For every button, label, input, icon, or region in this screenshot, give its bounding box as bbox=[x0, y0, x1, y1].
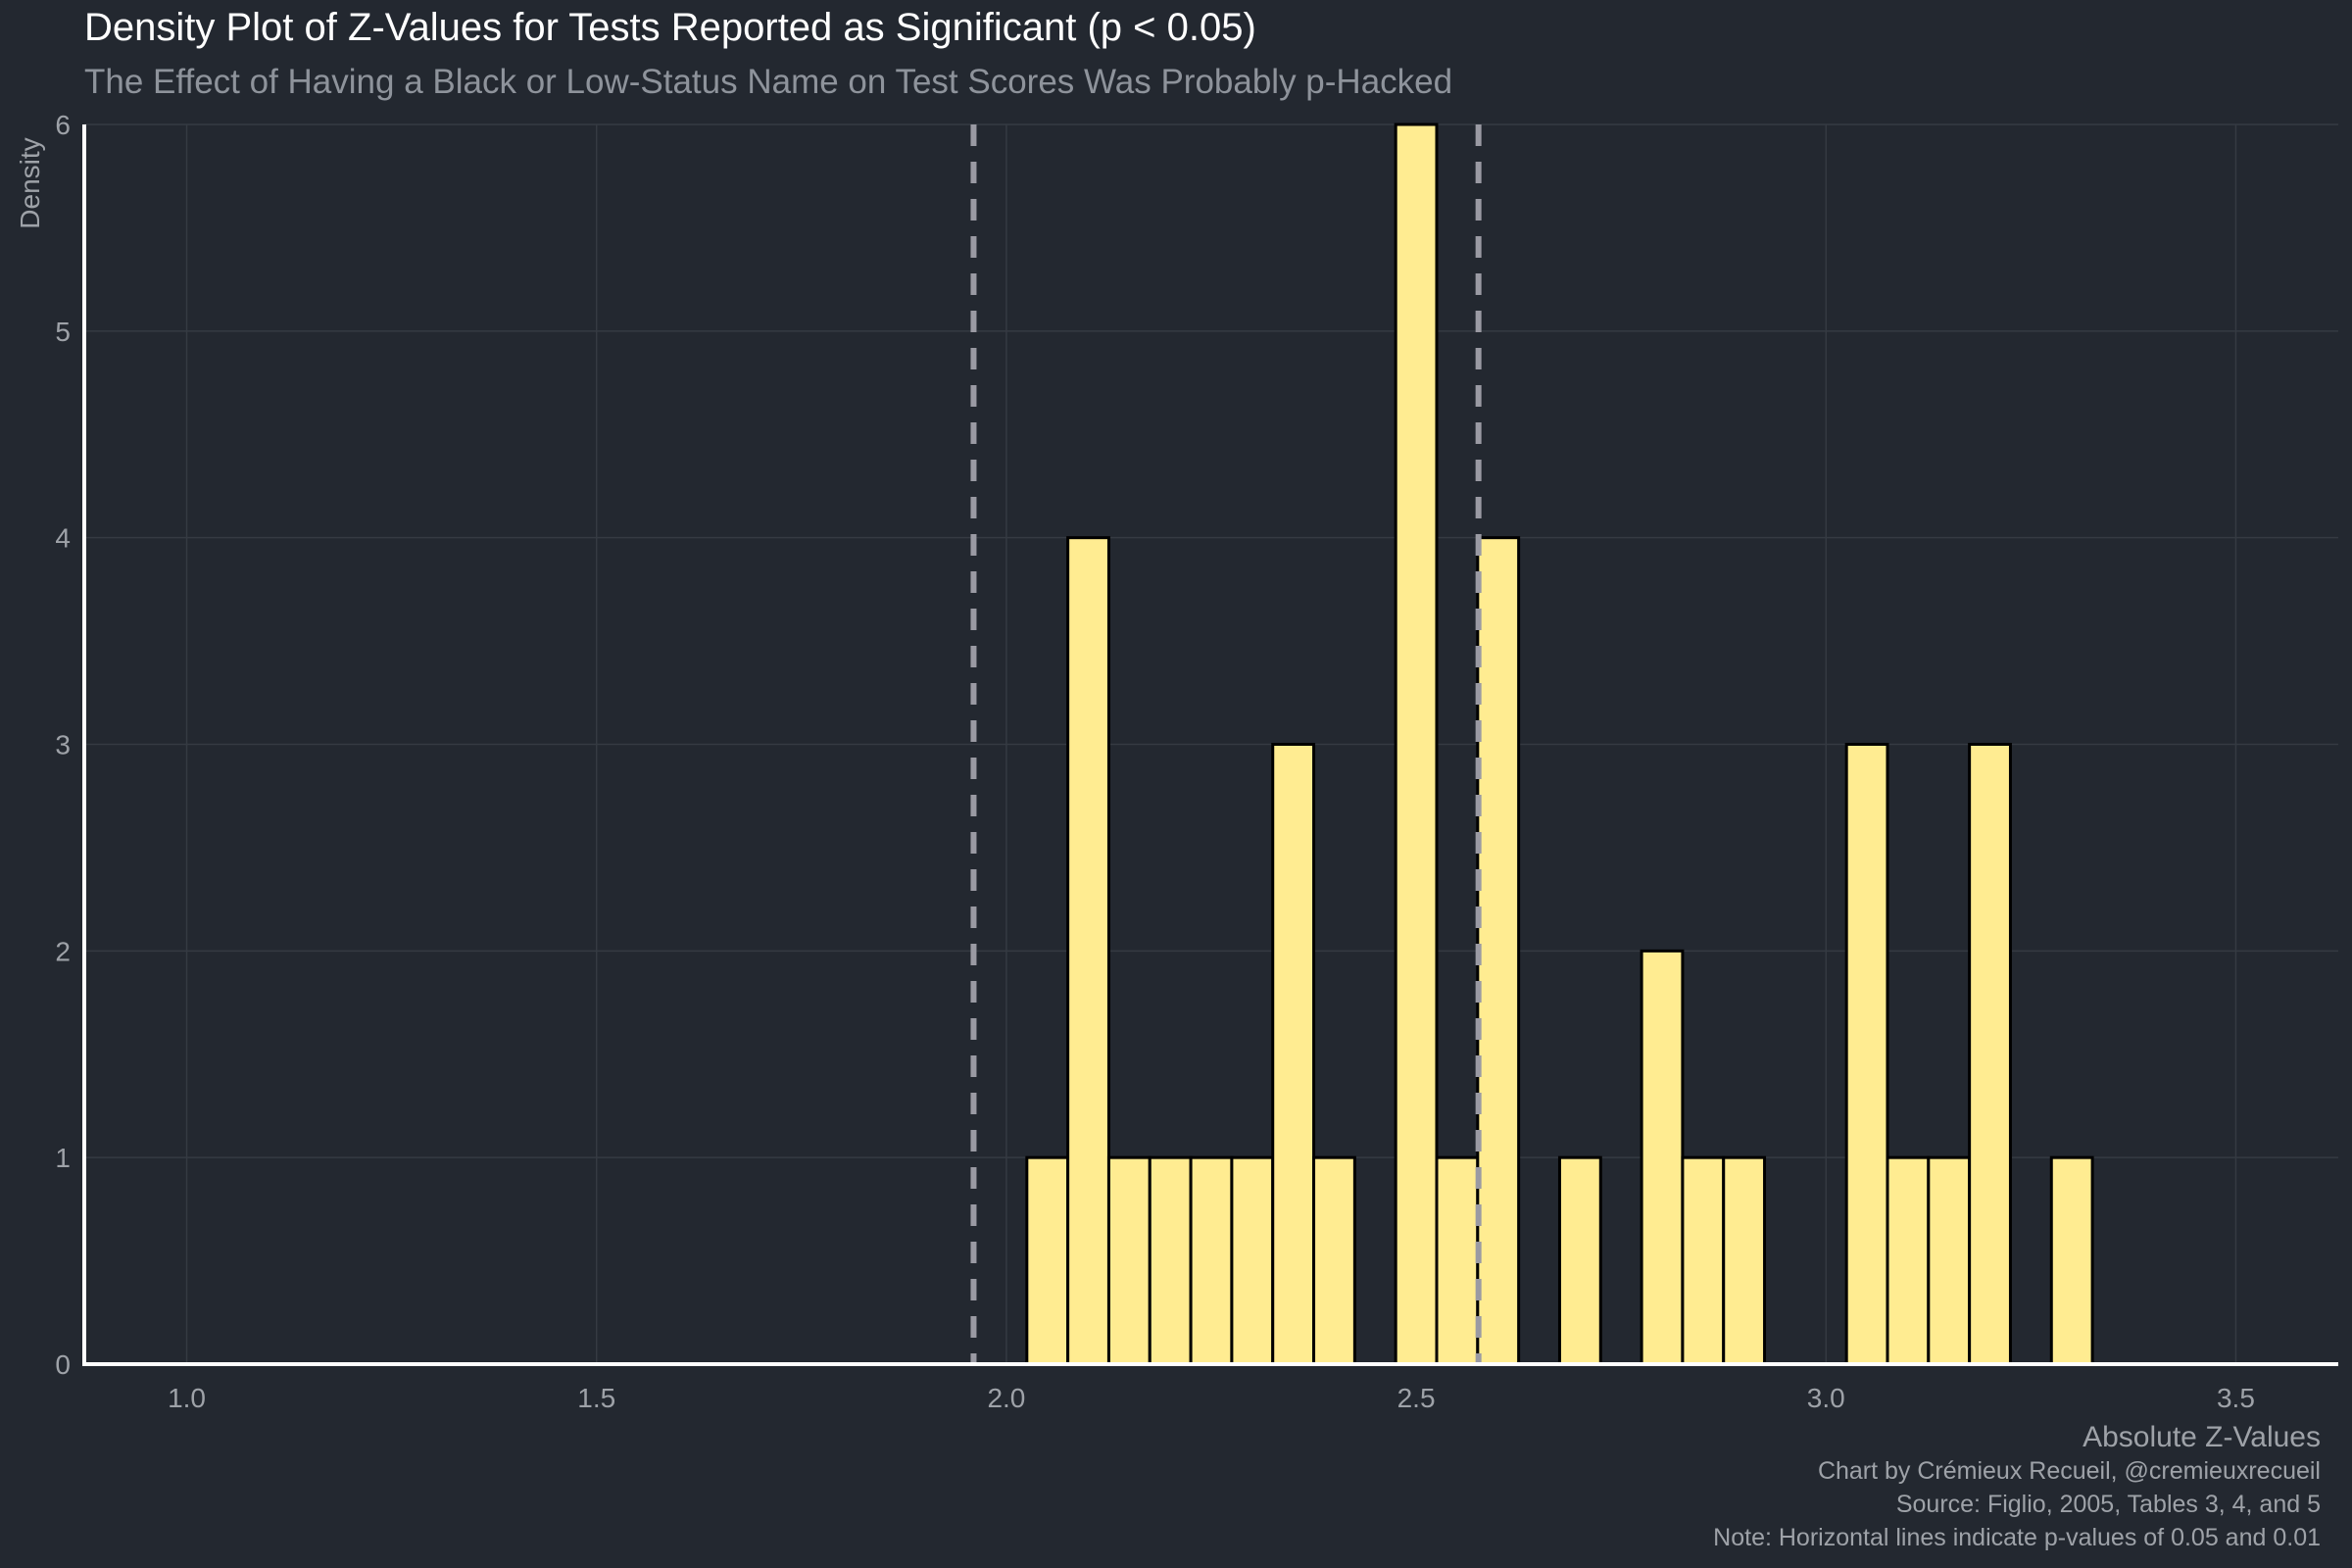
caption-credit: Chart by Crémieux Recueil, @cremieuxrecu… bbox=[1817, 1457, 2321, 1485]
y-tick-label: 3 bbox=[55, 730, 71, 760]
x-tick-label: 2.5 bbox=[1397, 1383, 1436, 1413]
y-tick-label: 1 bbox=[55, 1143, 71, 1173]
chart-subtitle: The Effect of Having a Black or Low-Stat… bbox=[84, 63, 1453, 101]
histogram-bar bbox=[1230, 1155, 1275, 1366]
x-tick-label: 1.5 bbox=[577, 1383, 615, 1413]
x-tick-label: 3.0 bbox=[1807, 1383, 1845, 1413]
histogram-bar bbox=[1681, 1155, 1726, 1366]
histogram-bar bbox=[1312, 1155, 1356, 1366]
histogram-bar bbox=[1968, 743, 2012, 1366]
chart-title: Density Plot of Z-Values for Tests Repor… bbox=[84, 6, 1256, 49]
caption-source: Source: Figlio, 2005, Tables 3, 4, and 5 bbox=[1895, 1491, 2321, 1518]
x-tick-label: 3.5 bbox=[2217, 1383, 2255, 1413]
histogram-bar bbox=[1435, 1155, 1480, 1366]
histogram-bar bbox=[1886, 1155, 1931, 1366]
histogram-bar bbox=[1640, 949, 1685, 1366]
x-tick-label: 1.0 bbox=[168, 1383, 206, 1413]
histogram-bar bbox=[1025, 1155, 1070, 1366]
histogram-bar bbox=[1066, 536, 1110, 1366]
y-tick-label: 2 bbox=[55, 936, 71, 966]
axes bbox=[82, 124, 2338, 1366]
histogram-bar bbox=[1189, 1155, 1234, 1366]
x-tick-label: 2.0 bbox=[987, 1383, 1025, 1413]
y-tick-label: 0 bbox=[55, 1349, 71, 1380]
y-axis-label: Density bbox=[15, 137, 45, 229]
reference-lines bbox=[970, 124, 1482, 1364]
histogram-bar bbox=[1106, 1155, 1152, 1366]
histogram-bar bbox=[1271, 743, 1316, 1366]
y-tick-label: 6 bbox=[55, 110, 71, 140]
histogram-bar bbox=[2049, 1155, 2094, 1366]
caption-note: Note: Horizontal lines indicate p-values… bbox=[1713, 1524, 2321, 1551]
histogram-bar bbox=[1557, 1155, 1602, 1366]
tick-labels: 1.0 1.5 2.0 2.5 3.0 3.5 0 1 2 3 4 5 6 bbox=[55, 110, 2255, 1413]
histogram-bar bbox=[1394, 122, 1439, 1366]
histogram-bar bbox=[1927, 1155, 1972, 1366]
histogram-bar bbox=[1148, 1155, 1193, 1366]
histogram-bar bbox=[1844, 743, 1889, 1366]
x-axis-label: Absolute Z-Values bbox=[2082, 1421, 2321, 1453]
histogram-bars bbox=[1025, 122, 2094, 1366]
histogram-bar bbox=[1722, 1155, 1767, 1366]
histogram-bar bbox=[1476, 536, 1521, 1366]
y-tick-label: 5 bbox=[55, 317, 71, 347]
y-tick-label: 4 bbox=[55, 523, 71, 554]
